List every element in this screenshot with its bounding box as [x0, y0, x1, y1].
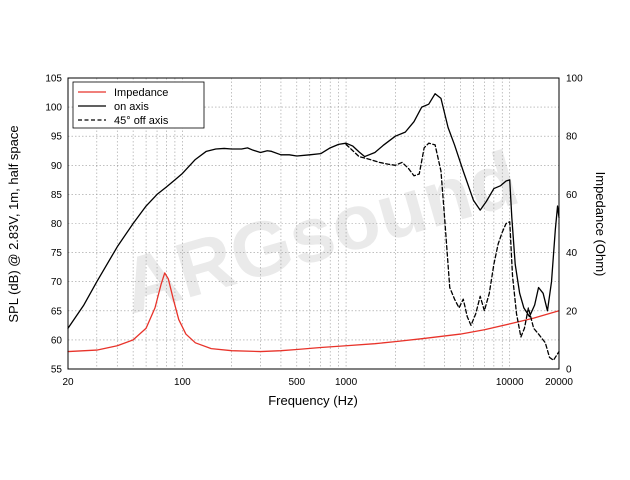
y-left-tick-label: 55	[51, 365, 63, 376]
x-tick-label: 100	[174, 377, 191, 388]
x-tick-label: 10000	[496, 377, 524, 388]
y-left-tick-label: 90	[51, 161, 63, 172]
x-tick-label: 20	[62, 377, 74, 388]
y-left-axis-label: SPL (dB) @ 2.83V, 1m, half space	[6, 125, 21, 322]
y-right-tick-label: 40	[566, 248, 578, 259]
series-line-impedance	[67, 272, 560, 353]
y-left-tick-label: 65	[51, 306, 63, 317]
x-tick-label: 1000	[335, 377, 358, 388]
y-right-tick-label: 80	[566, 132, 578, 143]
legend-label-impedance: Impedance	[114, 87, 168, 99]
legend-label-on-axis: on axis	[114, 101, 149, 113]
plot-frame	[67, 77, 560, 370]
x-axis-label: Frequency (Hz)	[268, 393, 358, 408]
legend-label-off-axis: 45° off axis	[114, 115, 169, 127]
y-left-tick-label: 85	[51, 190, 63, 201]
y-left-tick-label: 60	[51, 335, 63, 346]
y-right-tick-label: 20	[566, 306, 578, 317]
y-right-tick-label: 100	[566, 74, 583, 85]
series-layer	[67, 93, 560, 361]
y-left-tick-label: 70	[51, 277, 63, 288]
series-line-45-off-axis	[345, 142, 560, 361]
legend: Impedance on axis 45° off axis	[72, 81, 205, 129]
x-tick-label: 500	[288, 377, 305, 388]
y-right-ticks: 0 20 40 60 80 100	[566, 74, 583, 376]
x-tick-label: 20000	[545, 377, 573, 388]
y-left-tick-label: 105	[45, 74, 62, 85]
y-left-tick-label: 100	[45, 103, 62, 114]
y-left-tick-label: 75	[51, 248, 63, 259]
y-right-tick-label: 0	[566, 365, 572, 376]
y-left-tick-label: 95	[51, 132, 63, 143]
y-left-ticks: 55 60 65 70 75 80 85 90 95 100 105	[45, 74, 62, 376]
y-left-tick-label: 80	[51, 219, 63, 230]
x-ticks: 20 100 500 1000 10000 20000	[62, 377, 573, 388]
series-line-on-axis	[67, 93, 560, 329]
y-right-axis-label: Impedance (Ohm)	[593, 172, 608, 277]
y-right-tick-label: 60	[566, 190, 578, 201]
